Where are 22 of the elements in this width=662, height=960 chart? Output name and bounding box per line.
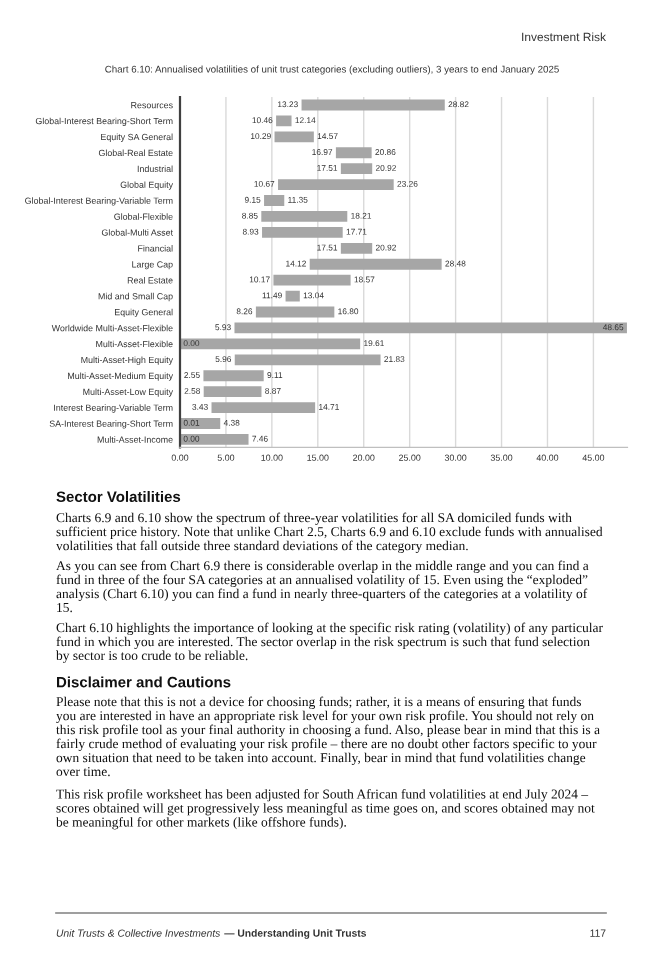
bar xyxy=(276,115,292,127)
bar xyxy=(234,322,627,334)
bar xyxy=(273,274,351,286)
bar xyxy=(274,131,314,143)
bar xyxy=(203,386,262,398)
bar xyxy=(261,211,348,222)
bar xyxy=(264,195,285,206)
bar xyxy=(262,226,343,238)
bar xyxy=(340,163,373,175)
bar xyxy=(180,434,249,445)
bar xyxy=(211,402,316,413)
bar xyxy=(301,99,445,111)
bar xyxy=(255,306,335,318)
bar xyxy=(180,418,221,429)
bar xyxy=(234,354,381,366)
bar xyxy=(335,147,372,159)
bar xyxy=(285,290,300,302)
bar xyxy=(309,258,442,270)
bar xyxy=(203,370,264,382)
bar xyxy=(180,338,361,350)
bar xyxy=(278,179,394,191)
bar xyxy=(340,242,373,254)
